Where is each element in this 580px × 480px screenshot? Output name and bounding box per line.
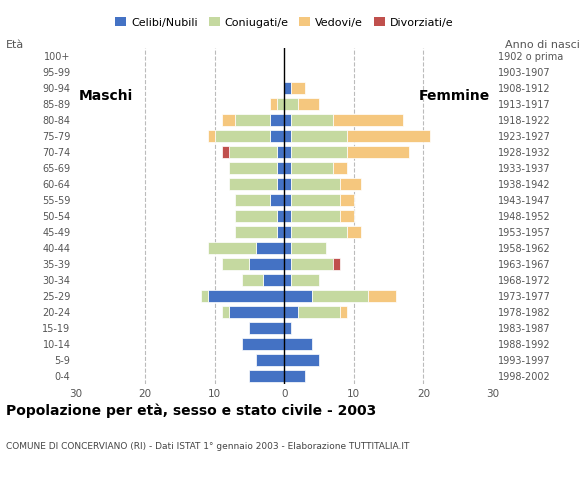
Bar [249,322,284,334]
Bar [263,274,284,286]
Bar [284,290,312,302]
Text: Anno di nascita: Anno di nascita [505,40,580,50]
Text: Popolazione per età, sesso e stato civile - 2003: Popolazione per età, sesso e stato civil… [6,404,376,418]
Bar [284,354,319,366]
Bar [284,98,298,110]
Bar [229,306,284,318]
Bar [270,114,284,126]
Bar [277,146,284,158]
Bar [368,290,396,302]
Bar [270,194,284,206]
Bar [215,130,270,142]
Bar [284,162,291,174]
Bar [291,274,319,286]
Legend: Celibi/Nubili, Coniugati/e, Vedovi/e, Divorziati/e: Celibi/Nubili, Coniugati/e, Vedovi/e, Di… [111,13,458,32]
Bar [249,258,284,270]
Bar [284,114,291,126]
Bar [284,274,291,286]
Bar [298,306,340,318]
Bar [235,226,277,238]
Bar [284,130,291,142]
Bar [340,306,347,318]
Bar [298,98,319,110]
Bar [242,274,263,286]
Bar [235,114,270,126]
Bar [284,370,305,382]
Bar [256,354,284,366]
Text: Maschi: Maschi [79,89,133,103]
Bar [229,178,277,190]
Bar [312,290,368,302]
Bar [347,130,430,142]
Bar [333,162,347,174]
Text: Femmine: Femmine [418,89,490,103]
Bar [347,146,409,158]
Bar [340,210,354,222]
Text: COMUNE DI CONCERVIANO (RI) - Dati ISTAT 1° gennaio 2003 - Elaborazione TUTTITALI: COMUNE DI CONCERVIANO (RI) - Dati ISTAT … [6,442,409,451]
Bar [291,210,340,222]
Bar [284,338,312,350]
Bar [284,178,291,190]
Bar [235,210,277,222]
Bar [208,290,284,302]
Text: Età: Età [6,40,24,50]
Bar [291,242,326,254]
Bar [284,258,291,270]
Bar [208,130,215,142]
Bar [340,194,354,206]
Bar [284,82,291,94]
Bar [277,178,284,190]
Bar [222,258,249,270]
Bar [277,226,284,238]
Bar [222,146,229,158]
Bar [291,258,333,270]
Bar [284,242,291,254]
Bar [284,194,291,206]
Bar [284,322,291,334]
Bar [347,226,361,238]
Bar [222,114,235,126]
Bar [291,82,305,94]
Bar [229,146,277,158]
Bar [277,210,284,222]
Bar [333,258,340,270]
Bar [235,194,270,206]
Bar [222,306,229,318]
Bar [291,146,347,158]
Bar [291,114,333,126]
Bar [270,98,277,110]
Bar [249,370,284,382]
Bar [201,290,208,302]
Bar [291,178,340,190]
Bar [256,242,284,254]
Bar [242,338,284,350]
Bar [284,226,291,238]
Bar [291,226,347,238]
Bar [291,194,340,206]
Bar [284,210,291,222]
Bar [277,98,284,110]
Bar [291,130,347,142]
Bar [340,178,361,190]
Bar [284,146,291,158]
Bar [208,242,256,254]
Bar [270,130,284,142]
Bar [229,162,277,174]
Bar [333,114,403,126]
Bar [284,306,298,318]
Bar [277,162,284,174]
Bar [291,162,333,174]
